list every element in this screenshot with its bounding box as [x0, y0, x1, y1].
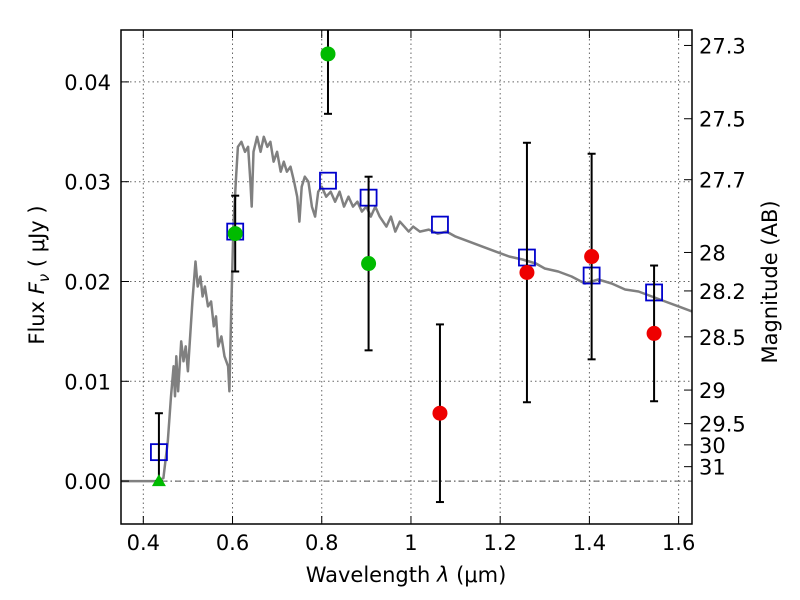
low-significance-point [432, 405, 448, 421]
low-significance-point [519, 265, 535, 281]
low-significance-point [584, 249, 600, 265]
upper-limit-triangle [151, 474, 166, 487]
magnitude-tick-label: 29 [699, 379, 726, 403]
y-axis: 0.00 0.01 0.02 0.03 0.04 [64, 71, 129, 494]
magnitude-tick-label: 28 [699, 241, 726, 265]
model-flux-square [431, 215, 449, 234]
magnitude-tick-label: 27.7 [699, 169, 746, 193]
y-tick-label: 0.01 [64, 370, 111, 394]
x-axis-title: Wavelength λ (μm) [306, 563, 507, 587]
x-tick-label: 1.2 [483, 531, 516, 555]
detection-point [320, 46, 336, 62]
magnitude-axis-title: Magnitude (AB) [758, 200, 782, 363]
x-axis: 0.4 0.6 0.8 1 1.2 1.4 1.6 [127, 30, 695, 555]
y-tick-label: 0.00 [64, 470, 111, 494]
y-tick-label: 0.02 [64, 270, 111, 294]
x-tick-label: 1 [404, 531, 417, 555]
x-tick-label: 1.4 [573, 531, 606, 555]
magnitude-tick-label: 31 [699, 456, 726, 480]
model-flux-square [319, 171, 337, 190]
x-tick-label: 0.4 [127, 531, 160, 555]
y-tick-label: 0.04 [64, 71, 111, 95]
y-axis-title: Flux Fν ( μJy ) [25, 205, 53, 344]
detection-point [361, 256, 377, 272]
low-significance-point [646, 325, 662, 341]
magnitude-tick-label: 28.2 [699, 280, 746, 304]
magnitude-tick-label: 27.3 [699, 34, 746, 58]
magnitude-tick-label: 27.5 [699, 108, 746, 132]
plot-area [121, 30, 692, 504]
axes-frame [120, 29, 693, 525]
magnitude-tick-label: 30 [699, 434, 726, 458]
detection-point [227, 226, 243, 242]
model-spectrum-line [121, 135, 692, 483]
x-tick-label: 0.6 [216, 531, 249, 555]
magnitude-tick-label: 28.5 [699, 326, 746, 350]
magnitude-tick-label: 29.5 [699, 413, 746, 437]
x-tick-label: 0.8 [305, 531, 338, 555]
x-tick-label: 1.6 [662, 531, 695, 555]
y-tick-label: 0.03 [64, 171, 111, 195]
